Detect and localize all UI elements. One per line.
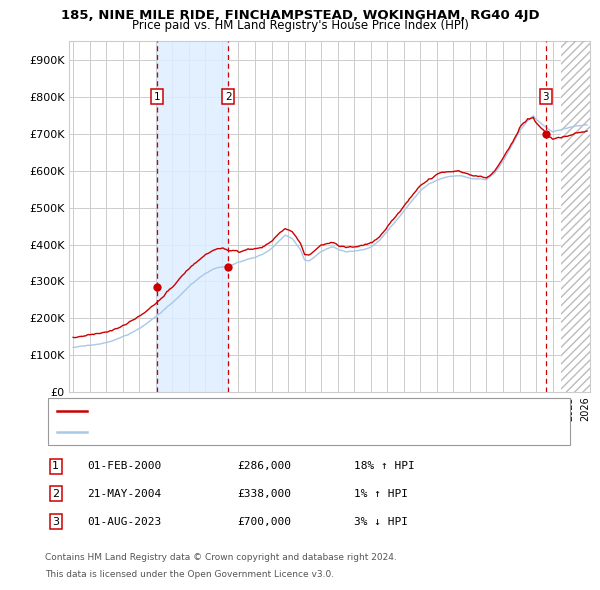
- Bar: [157, 41, 229, 392]
- Text: 01-AUG-2023: 01-AUG-2023: [87, 517, 161, 526]
- Text: Contains HM Land Registry data © Crown copyright and database right 2024.: Contains HM Land Registry data © Crown c…: [45, 553, 397, 562]
- Text: This data is licensed under the Open Government Licence v3.0.: This data is licensed under the Open Gov…: [45, 571, 334, 579]
- Text: 185, NINE MILE RIDE, FINCHAMPSTEAD, WOKINGHAM, RG40 4JD: 185, NINE MILE RIDE, FINCHAMPSTEAD, WOKI…: [61, 9, 539, 22]
- Text: 18% ↑ HPI: 18% ↑ HPI: [354, 461, 415, 471]
- Text: 2: 2: [52, 489, 59, 499]
- Text: 185, NINE MILE RIDE, FINCHAMPSTEAD, WOKINGHAM, RG40 4JD (detached house): 185, NINE MILE RIDE, FINCHAMPSTEAD, WOKI…: [92, 407, 481, 416]
- Text: 01-FEB-2000: 01-FEB-2000: [87, 461, 161, 471]
- Text: 1: 1: [52, 461, 59, 471]
- Text: 21-MAY-2004: 21-MAY-2004: [87, 489, 161, 499]
- Text: 1: 1: [154, 91, 160, 101]
- Text: 1% ↑ HPI: 1% ↑ HPI: [354, 489, 408, 499]
- Text: £338,000: £338,000: [237, 489, 291, 499]
- Text: 3: 3: [52, 517, 59, 526]
- Text: £700,000: £700,000: [237, 517, 291, 526]
- Bar: [561, 41, 590, 392]
- Text: 3: 3: [542, 91, 549, 101]
- Text: 2: 2: [225, 91, 232, 101]
- Text: Price paid vs. HM Land Registry's House Price Index (HPI): Price paid vs. HM Land Registry's House …: [131, 19, 469, 32]
- Text: 3% ↓ HPI: 3% ↓ HPI: [354, 517, 408, 526]
- Text: £286,000: £286,000: [237, 461, 291, 471]
- Text: HPI: Average price, detached house, Wokingham: HPI: Average price, detached house, Woki…: [92, 428, 323, 437]
- Bar: [561, 41, 590, 392]
